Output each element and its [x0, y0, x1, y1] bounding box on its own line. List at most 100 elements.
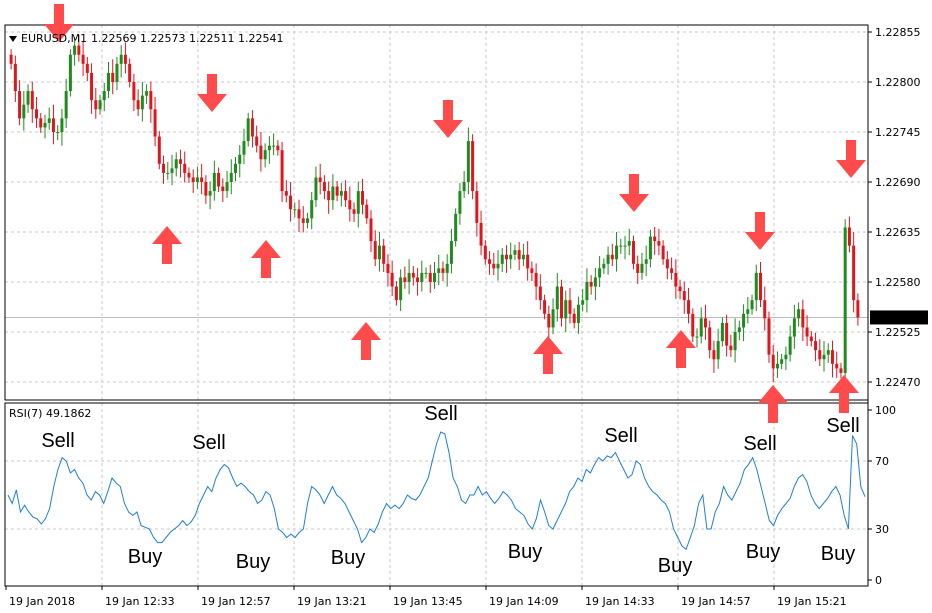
current-price-label: 1.22541 [875, 311, 921, 324]
candle-body [183, 163, 187, 173]
candle-body [458, 191, 462, 214]
time-tick-label: 19 Jan 12:57 [201, 595, 271, 608]
sell-label: Sell [826, 415, 859, 437]
sell-label: Sell [743, 433, 776, 455]
candle-body [725, 322, 729, 346]
candle-body [35, 109, 39, 119]
candle-body [22, 104, 26, 119]
candle-body [589, 282, 593, 287]
axes: 1.22855 1.22800 1.22745 1.22690 1.22635 1.225… [4, 24, 928, 608]
candle-body [826, 350, 830, 355]
candle-body [661, 245, 665, 260]
candle-body [682, 291, 686, 301]
candle-body [356, 191, 360, 214]
candle-body [344, 191, 348, 201]
candle-body [81, 54, 85, 64]
candle-body [178, 159, 182, 164]
candle-body [538, 286, 542, 301]
candle-body [403, 277, 407, 282]
buy-arrow-icon [758, 385, 788, 423]
candle-body [454, 213, 458, 242]
candle-body [500, 254, 504, 264]
rsi-tick-label: 0 [875, 574, 882, 587]
candle-body [297, 209, 301, 219]
buy-arrow-icon [351, 322, 381, 360]
candle-body [462, 182, 466, 192]
rsi-line [7, 431, 866, 551]
candle-body [246, 118, 250, 142]
candle-body [276, 145, 280, 151]
candle-body [670, 268, 674, 273]
candle-body [585, 282, 589, 301]
candle-body [504, 254, 508, 260]
candle-body [703, 318, 707, 328]
candle-body [576, 304, 580, 323]
buy-arrow-icon [829, 375, 859, 413]
candle-body [809, 336, 813, 342]
candle-body [102, 91, 106, 101]
candle-body [13, 63, 17, 92]
candle-body [644, 259, 648, 264]
candle-body [750, 300, 754, 310]
candle-body [678, 286, 682, 292]
time-tick-label: 19 Jan 12:33 [105, 595, 175, 608]
candle-body [111, 72, 115, 82]
sell-arrow-icon [433, 100, 463, 138]
candle-body [272, 145, 276, 147]
rsi-tick-label: 70 [875, 455, 889, 468]
dropdown-triangle-icon[interactable] [9, 36, 17, 42]
candle-body [208, 191, 212, 196]
candle-body [780, 359, 784, 364]
rsi-tick-label: 30 [875, 523, 889, 536]
candle-body [775, 363, 779, 369]
candle-body [289, 195, 293, 210]
candle-body [509, 254, 513, 260]
price-tick-label: 1.22745 [875, 126, 921, 139]
candle-body [648, 236, 652, 260]
candle-body [140, 95, 144, 110]
candle-body [284, 191, 288, 196]
candle-body [674, 272, 678, 287]
sell-label: Sell [604, 425, 637, 447]
candle-body [60, 118, 64, 132]
candle-body [145, 91, 149, 96]
price-tick-label: 1.22525 [875, 326, 921, 339]
candle-body [331, 186, 335, 201]
candle-body [797, 309, 801, 319]
candle-body [204, 182, 208, 196]
candle-body [526, 254, 530, 269]
candle-body [314, 177, 318, 201]
candlestick-series [9, 34, 860, 384]
buy-arrow-icon [533, 336, 563, 374]
buy-label: Buy [658, 555, 692, 577]
candle-body [852, 245, 856, 301]
candle-body [369, 218, 373, 242]
price-tick-label: 1.22580 [875, 276, 921, 289]
candle-body [377, 245, 381, 260]
candle-body [699, 318, 703, 337]
buy-label: Buy [236, 551, 270, 573]
candle-body [818, 350, 822, 360]
candle-body [441, 268, 445, 273]
candle-body [691, 313, 695, 337]
candle-body [47, 118, 51, 123]
candle-body [530, 268, 534, 273]
candle-body [242, 141, 246, 155]
sell-arrow-icon [44, 4, 74, 42]
candle-body [212, 172, 216, 192]
candle-body [843, 227, 847, 373]
candle-body [784, 354, 788, 360]
candle-body [68, 54, 72, 92]
buy-label: Buy [821, 543, 855, 565]
candle-body [547, 313, 551, 328]
candle-body [788, 336, 792, 355]
candle-body [593, 277, 597, 287]
candle-body [373, 241, 377, 260]
candle-body [640, 263, 644, 273]
time-tick-label: 19 Jan 15:21 [777, 595, 847, 608]
time-tick-label: 19 Jan 14:57 [681, 595, 751, 608]
candle-body [39, 118, 43, 128]
candle-body [708, 327, 712, 351]
candle-body [479, 222, 483, 246]
candle-body [746, 309, 750, 314]
